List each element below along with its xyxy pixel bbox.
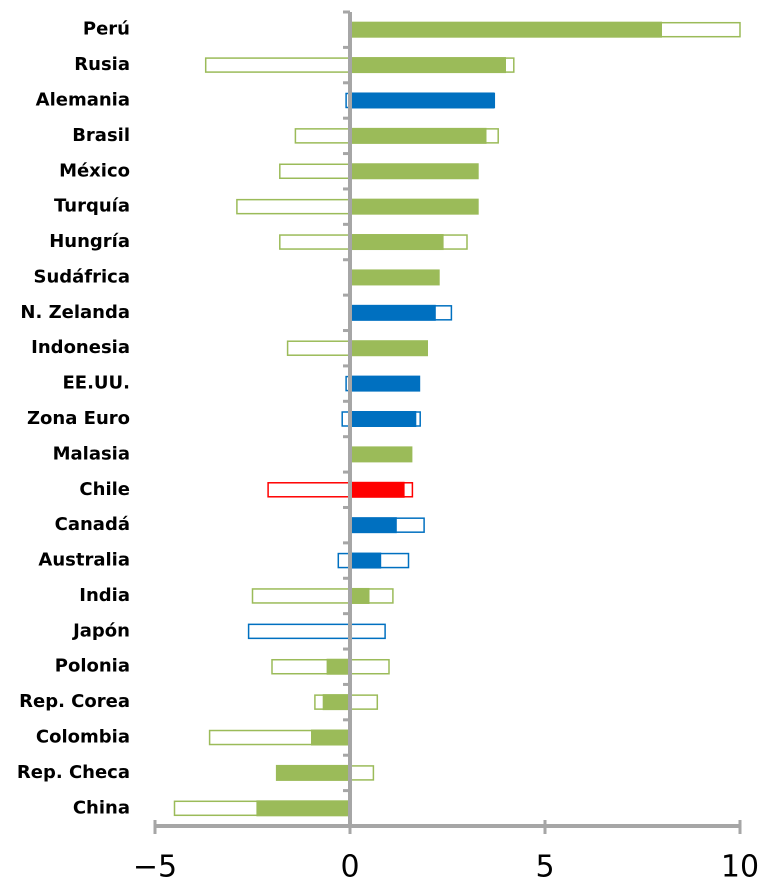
bar [350,446,413,463]
category-label: Hungría [49,231,130,252]
bar [350,57,506,74]
bar [350,198,479,215]
bar [256,800,350,817]
range-box [286,340,351,356]
category-label: Sudáfrica [33,266,130,287]
bar [322,694,350,711]
category-label: Perú [83,19,130,40]
category-label: India [79,585,130,606]
bar [350,481,405,498]
category-label: Malasia [53,443,130,464]
bar [350,92,495,109]
bar [350,304,436,321]
bar [326,658,350,675]
category-label: Rusia [74,54,130,75]
x-tick-label: −5 [133,850,177,885]
category-label: Colombia [36,727,130,748]
bar [350,163,479,180]
bar [311,729,350,746]
category-label: EE.UU. [63,373,131,394]
category-label: Australia [38,550,130,571]
category-label: China [73,797,130,818]
bar [350,411,417,427]
category-label: Alemania [36,89,130,110]
range-box [236,198,351,215]
bar [350,21,662,38]
category-label: México [59,160,130,181]
category-label: Rep. Checa [17,762,130,783]
bar [275,764,350,781]
range-box [349,765,375,781]
bar [350,552,382,569]
category-label: Polonia [55,656,130,677]
category-label: Zona Euro [27,408,130,429]
category-label: Chile [79,479,130,500]
bar [350,340,428,357]
category-label: Canadá [55,514,130,535]
category-label: Brasil [72,125,130,146]
range-box [279,163,351,180]
x-tick-label: 10 [721,850,759,885]
range-box [247,623,386,640]
category-label: Indonesia [31,337,130,358]
bar [350,127,487,144]
bar [350,587,370,604]
x-tick-label: 5 [535,850,554,885]
category-label: Japón [71,620,130,641]
x-tick-label: 0 [340,850,359,885]
bar [350,269,440,286]
range-box [251,588,394,604]
bar [350,517,397,534]
bar [350,234,444,251]
category-label: Turquía [54,196,130,217]
category-label: N. Zelanda [20,302,130,323]
bar [350,375,421,392]
category-label: Rep. Corea [19,691,130,712]
